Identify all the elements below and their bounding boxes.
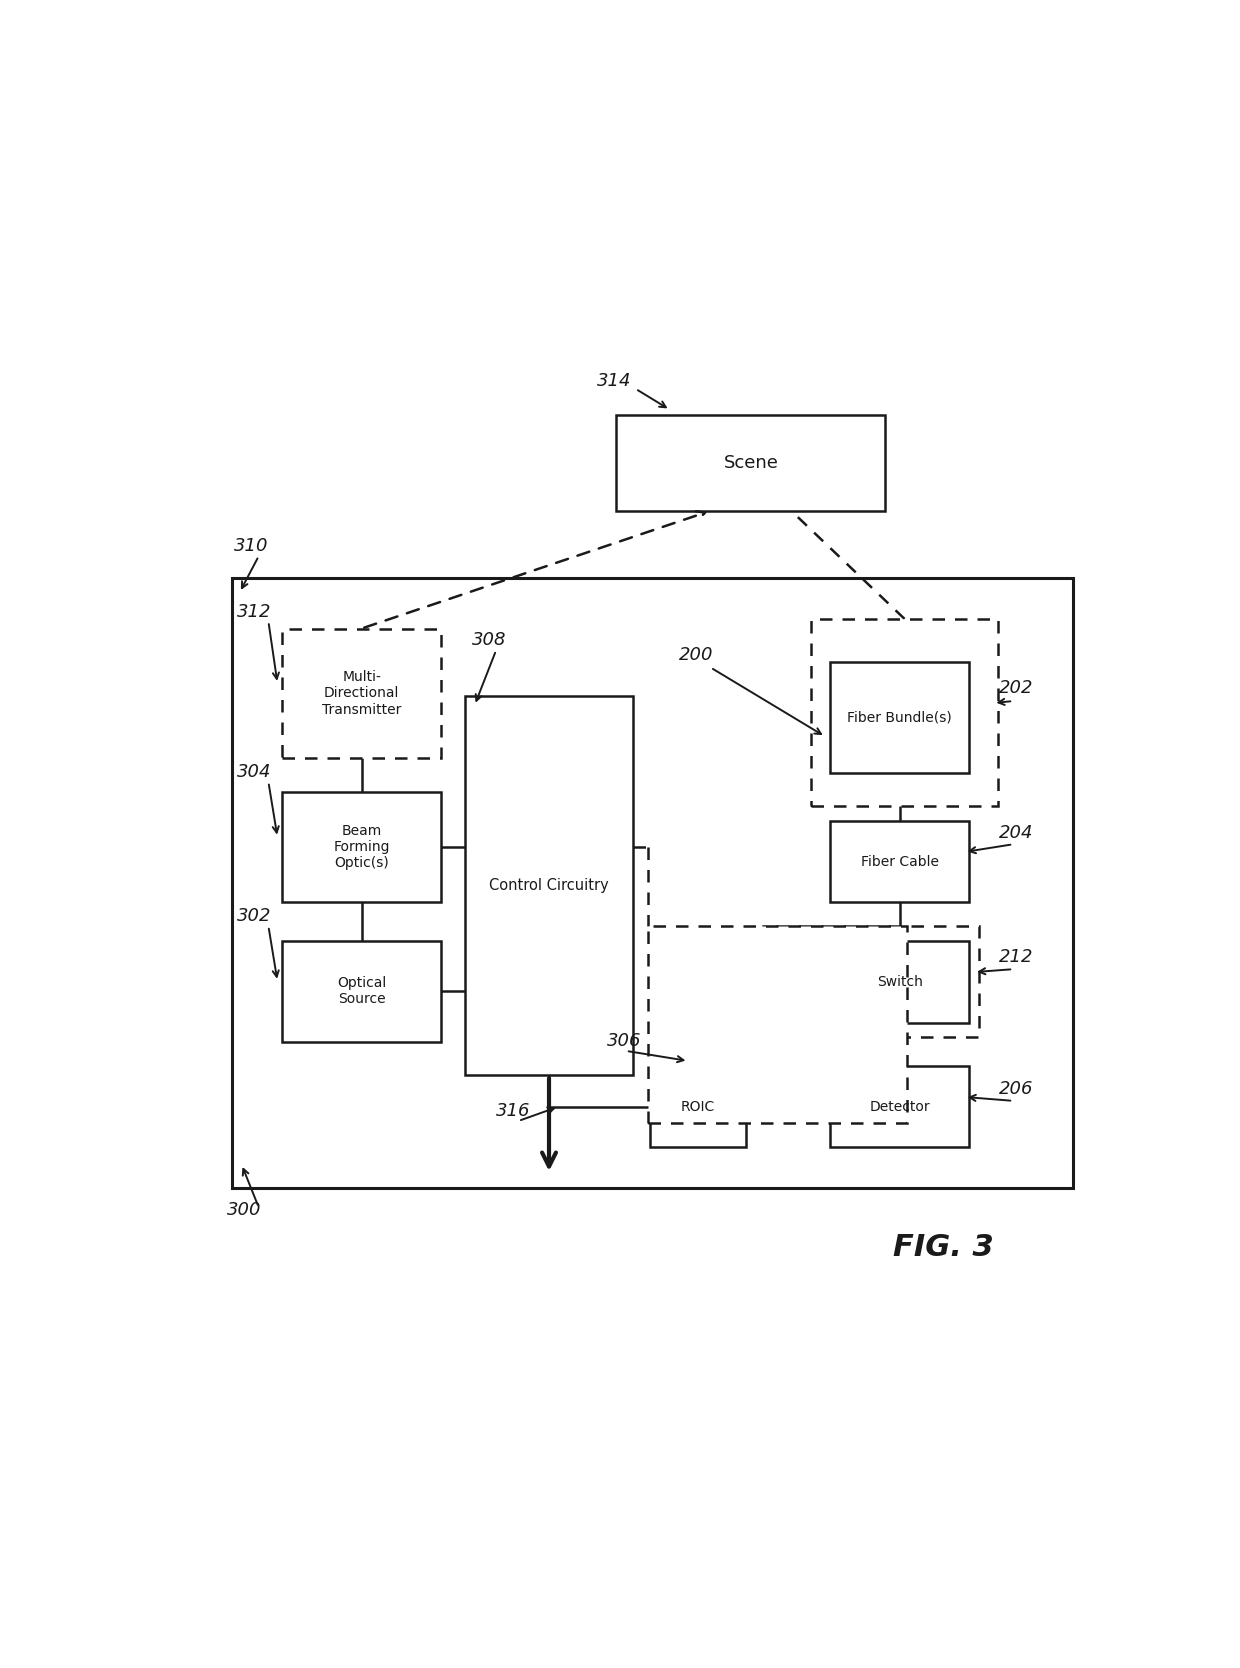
Bar — [830, 662, 970, 772]
Bar — [283, 941, 441, 1042]
Text: 212: 212 — [998, 949, 1033, 966]
Bar — [830, 941, 970, 1022]
Bar — [283, 629, 441, 759]
Text: 200: 200 — [678, 646, 713, 664]
Bar — [830, 821, 970, 902]
Bar — [650, 1066, 746, 1148]
Text: FIG. 3: FIG. 3 — [893, 1233, 993, 1261]
Text: 306: 306 — [606, 1032, 641, 1051]
Text: Scene: Scene — [723, 454, 779, 472]
Text: Fiber Cable: Fiber Cable — [861, 854, 939, 869]
Bar — [830, 1066, 970, 1148]
Text: Multi-
Directional
Transmitter: Multi- Directional Transmitter — [322, 671, 402, 717]
Text: Control Circuitry: Control Circuitry — [489, 877, 609, 892]
Text: 202: 202 — [998, 679, 1033, 697]
Text: 316: 316 — [496, 1103, 531, 1121]
Text: 310: 310 — [234, 537, 268, 555]
Bar — [649, 926, 908, 1124]
Bar — [616, 415, 885, 510]
Bar — [763, 926, 980, 1037]
Text: 308: 308 — [472, 631, 507, 649]
Text: 314: 314 — [596, 372, 631, 390]
Bar — [232, 579, 1073, 1188]
Text: 302: 302 — [237, 907, 272, 926]
Text: 204: 204 — [998, 824, 1033, 842]
Bar — [283, 792, 441, 902]
Text: 300: 300 — [227, 1201, 262, 1219]
Bar — [465, 696, 634, 1076]
Text: Detector: Detector — [869, 1099, 930, 1114]
Text: Fiber Bundle(s): Fiber Bundle(s) — [847, 711, 952, 724]
Text: 304: 304 — [237, 762, 272, 781]
Text: ROIC: ROIC — [681, 1099, 715, 1114]
Text: Beam
Forming
Optic(s): Beam Forming Optic(s) — [334, 824, 389, 871]
Text: 312: 312 — [237, 602, 272, 620]
Bar — [811, 619, 998, 806]
Text: Switch: Switch — [877, 974, 923, 989]
Text: 206: 206 — [998, 1081, 1033, 1098]
Text: Optical
Source: Optical Source — [337, 976, 386, 1006]
